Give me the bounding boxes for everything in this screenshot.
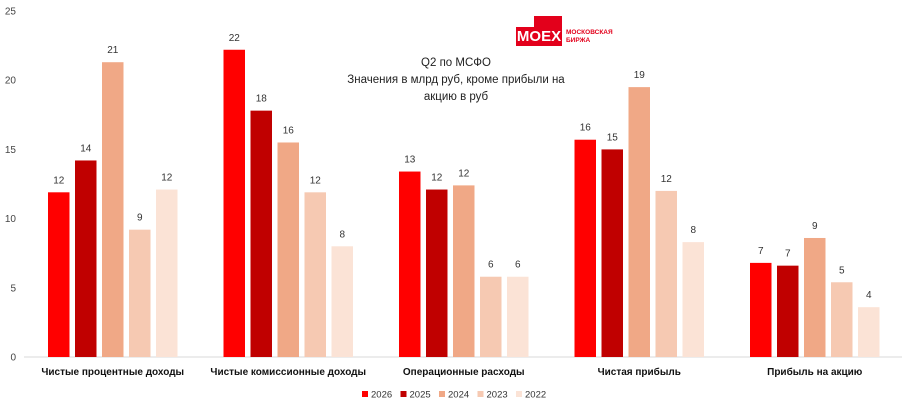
bar bbox=[48, 192, 70, 357]
bar bbox=[628, 87, 650, 358]
data-label: 12 bbox=[310, 175, 322, 186]
data-label: 6 bbox=[488, 260, 494, 271]
legend-label: 2024 bbox=[448, 390, 469, 401]
bars bbox=[48, 49, 880, 358]
bar bbox=[858, 307, 880, 357]
category-label: Чистые процентные доходы bbox=[41, 367, 184, 378]
legend-swatch bbox=[362, 391, 368, 397]
data-label: 12 bbox=[661, 174, 673, 185]
bar bbox=[277, 142, 299, 357]
bar bbox=[655, 190, 677, 357]
bar bbox=[777, 265, 799, 357]
data-label: 6 bbox=[515, 260, 521, 271]
moex-logo: MOEX МОСКОВСКАЯ БИРЖА bbox=[503, 6, 639, 52]
legend-label: 2025 bbox=[410, 390, 431, 401]
data-label: 12 bbox=[458, 168, 470, 179]
y-tick-label: 0 bbox=[10, 353, 16, 364]
data-label: 4 bbox=[866, 290, 872, 301]
legend-label: 2023 bbox=[487, 390, 508, 401]
data-label: 16 bbox=[580, 123, 592, 134]
y-tick-label: 5 bbox=[10, 283, 16, 294]
data-label: 14 bbox=[80, 143, 92, 154]
data-label: 12 bbox=[431, 173, 443, 184]
bar bbox=[75, 160, 97, 357]
bar bbox=[831, 282, 853, 357]
data-label: 15 bbox=[607, 132, 619, 143]
bar bbox=[601, 149, 623, 357]
bar bbox=[682, 242, 704, 357]
bar bbox=[331, 246, 353, 357]
category-label: Операционные расходы bbox=[403, 367, 525, 378]
data-label: 8 bbox=[690, 225, 696, 236]
y-tick-label: 25 bbox=[5, 7, 17, 18]
data-label: 12 bbox=[53, 175, 65, 186]
bar bbox=[453, 185, 475, 357]
bar bbox=[426, 189, 448, 357]
title-line-2: Значения в млрд руб, кроме прибыли на bbox=[347, 74, 565, 86]
bar bbox=[399, 171, 421, 357]
legend-swatch bbox=[439, 391, 445, 397]
logo-line1: МОСКОВСКАЯ bbox=[566, 29, 613, 36]
legend-label: 2022 bbox=[525, 390, 546, 401]
logo-line2: БИРЖА bbox=[566, 37, 590, 44]
data-label: 9 bbox=[137, 213, 143, 224]
bar bbox=[102, 62, 124, 357]
logo-mark-text: MOEX bbox=[517, 28, 561, 45]
legend: 2026 2025 2024 2023 2022 bbox=[362, 390, 546, 401]
bar bbox=[156, 189, 178, 357]
data-label: 8 bbox=[339, 229, 345, 240]
legend-swatch bbox=[516, 391, 522, 397]
bar bbox=[574, 139, 596, 357]
category-label: Чистая прибыль bbox=[598, 366, 681, 378]
data-label: 7 bbox=[785, 249, 791, 260]
data-label: 19 bbox=[634, 70, 646, 81]
bar bbox=[250, 110, 272, 357]
data-label: 7 bbox=[758, 246, 764, 257]
data-label: 22 bbox=[229, 33, 241, 44]
legend-label: 2026 bbox=[371, 390, 392, 401]
bar bbox=[304, 192, 326, 357]
category-label: Чистые комиссионные доходы bbox=[210, 367, 366, 378]
data-labels: 12 14 21 9 12 22 18 16 12 8 13 12 12 6 6 16 15 19 12 8 7 7 9 5 4 bbox=[53, 33, 872, 301]
title-line-1: Q2 по МСФО bbox=[421, 57, 491, 69]
bar bbox=[750, 262, 772, 357]
bar bbox=[507, 276, 529, 357]
legend-swatch bbox=[477, 391, 484, 397]
y-tick-label: 10 bbox=[5, 214, 17, 225]
data-label: 13 bbox=[404, 155, 416, 166]
data-label: 21 bbox=[107, 45, 119, 56]
bar bbox=[223, 49, 245, 357]
bar bbox=[480, 276, 502, 357]
y-tick-label: 15 bbox=[5, 145, 17, 156]
legend-swatch bbox=[400, 391, 407, 397]
data-label: 16 bbox=[283, 125, 295, 136]
data-label: 12 bbox=[161, 173, 173, 184]
bar bbox=[129, 229, 151, 357]
title-line-3: акцию в руб bbox=[424, 91, 489, 103]
data-label: 18 bbox=[256, 94, 268, 105]
data-label: 9 bbox=[812, 221, 818, 232]
category-labels: Чистые процентные доходы Чистые комиссион… bbox=[41, 366, 862, 378]
bar bbox=[804, 237, 826, 357]
data-label: 5 bbox=[839, 265, 845, 276]
y-axis-ticks: 0 5 10 15 20 25 bbox=[5, 7, 17, 364]
chart-title: Q2 по МСФО Значения в млрд руб, кроме пр… bbox=[347, 57, 565, 103]
category-label: Прибыль на акцию bbox=[767, 366, 863, 378]
logo-mark bbox=[516, 16, 562, 46]
y-tick-label: 20 bbox=[5, 76, 17, 87]
